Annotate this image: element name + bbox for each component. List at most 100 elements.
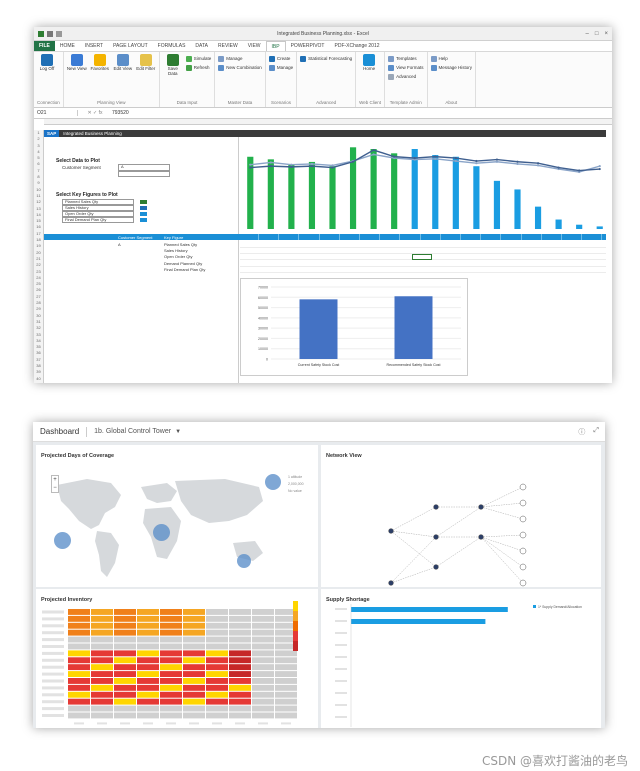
- page-selector[interactable]: 1b. Global Control Tower: [94, 428, 172, 435]
- row-number[interactable]: 40: [36, 375, 41, 381]
- maximize-icon[interactable]: □: [594, 30, 599, 37]
- save-data-button[interactable]: Save Data: [163, 54, 183, 77]
- row-number[interactable]: 15: [36, 218, 41, 224]
- row-number[interactable]: 32: [36, 325, 41, 331]
- ribbon-tab-data[interactable]: DATA: [195, 43, 209, 49]
- row-number[interactable]: 37: [36, 356, 41, 362]
- ribbon-tab-powerpivot[interactable]: POWERPIVOT: [290, 43, 325, 49]
- help-button[interactable]: Help: [430, 54, 473, 63]
- coverage-bubble-na[interactable]: [54, 532, 71, 549]
- row-number[interactable]: 3: [37, 142, 40, 148]
- row-number[interactable]: 12: [36, 199, 41, 205]
- ribbon-tab-ibp[interactable]: IBP: [265, 41, 286, 51]
- templates-button[interactable]: Templates: [388, 54, 423, 63]
- coverage-tile[interactable]: Projected Days of Coverage + − 1 altitude…: [36, 445, 318, 587]
- home-button[interactable]: Home: [359, 54, 379, 72]
- row-number[interactable]: 4: [37, 148, 40, 154]
- coverage-bubble-eu[interactable]: [153, 524, 170, 541]
- ribbon-tab-formulas[interactable]: FORMULAS: [157, 43, 186, 49]
- row-number[interactable]: 2: [37, 136, 40, 142]
- row-number[interactable]: 21: [36, 255, 41, 261]
- manage-button[interactable]: Manage: [218, 54, 262, 63]
- new-combination-button[interactable]: New Combination: [218, 63, 262, 72]
- new-view-button[interactable]: New View: [67, 54, 87, 72]
- row-number[interactable]: 18: [36, 237, 41, 243]
- worksheet[interactable]: SAP Integrated Business Planning Select …: [44, 130, 606, 383]
- shortage-tile[interactable]: Supply Shortage 1* Supply Demand/Allocat…: [321, 589, 601, 728]
- row-number[interactable]: 27: [36, 293, 41, 299]
- row-number[interactable]: 25: [36, 281, 41, 287]
- save-icon[interactable]: [47, 30, 53, 37]
- fullscreen-icon[interactable]: ⤢: [593, 426, 599, 434]
- ribbon-tab-home[interactable]: HOME: [59, 43, 75, 49]
- row-number[interactable]: 5: [37, 155, 40, 161]
- row-number[interactable]: 14: [36, 211, 41, 217]
- row-number[interactable]: 23: [36, 268, 41, 274]
- row-number[interactable]: 11: [36, 192, 41, 198]
- ribbon-tab-insert[interactable]: INSERT: [84, 43, 104, 49]
- key-figure-select[interactable]: Final Demand Plan Qty: [62, 217, 134, 223]
- message-history-button[interactable]: Message History: [430, 63, 472, 72]
- row-number[interactable]: 31: [36, 318, 41, 324]
- coverage-bubble-asia[interactable]: [237, 554, 251, 568]
- row-number[interactable]: 30: [36, 312, 41, 318]
- row-number[interactable]: 34: [36, 337, 41, 343]
- row-number[interactable]: 19: [36, 243, 41, 249]
- info-icon[interactable]: ⓘ: [578, 428, 586, 436]
- chevron-down-icon[interactable]: ▼: [175, 428, 182, 435]
- ribbon-tab-view[interactable]: VIEW: [247, 43, 261, 49]
- inventory-heatmap[interactable]: [36, 589, 318, 728]
- simulate-button[interactable]: Simulate: [185, 54, 211, 63]
- row-number[interactable]: 16: [36, 224, 41, 230]
- row-number[interactable]: 26: [36, 287, 41, 293]
- zoom-out-icon[interactable]: −: [53, 485, 57, 491]
- edit-view-button[interactable]: Edit View: [113, 54, 133, 72]
- ribbon-tab-page-layout[interactable]: PAGE LAYOUT: [113, 43, 148, 49]
- row-number[interactable]: 8: [37, 174, 40, 180]
- minimize-icon[interactable]: –: [585, 30, 589, 37]
- view-formats-button[interactable]: View Formats: [388, 63, 424, 72]
- manage-button[interactable]: Manage: [268, 63, 293, 72]
- row-number[interactable]: 7: [37, 167, 40, 173]
- close-icon[interactable]: ×: [604, 30, 608, 37]
- row-number[interactable]: 22: [36, 262, 41, 268]
- zoom-in-icon[interactable]: +: [53, 477, 57, 483]
- network-graph[interactable]: [321, 445, 601, 587]
- undo-icon[interactable]: [56, 30, 62, 37]
- network-tile[interactable]: Network View: [321, 445, 601, 587]
- row-number[interactable]: 1: [37, 130, 40, 135]
- row-number[interactable]: 38: [36, 362, 41, 368]
- customer-segment-select[interactable]: A: [118, 164, 170, 171]
- selected-cell[interactable]: [412, 254, 432, 260]
- row-number[interactable]: 13: [36, 205, 41, 211]
- key-figure-select[interactable]: Open Order Qty: [62, 211, 134, 217]
- log-off-button[interactable]: Log Off: [37, 54, 57, 72]
- statistical-forecasting-button[interactable]: Statistical Forecasting: [300, 54, 352, 63]
- row-number[interactable]: 20: [36, 249, 41, 255]
- refresh-button[interactable]: Refresh: [185, 63, 212, 72]
- ribbon-tab-review[interactable]: REVIEW: [218, 43, 238, 49]
- row-number[interactable]: 24: [36, 274, 41, 280]
- row-number[interactable]: 6: [37, 161, 40, 167]
- customer-segment-select-2[interactable]: [118, 171, 170, 177]
- window-controls[interactable]: – □ ×: [586, 31, 608, 37]
- name-box[interactable]: O21: [34, 110, 78, 116]
- inventory-tile[interactable]: Projected Inventory: [36, 589, 318, 728]
- ribbon-tab-pdf-xchange-2012[interactable]: PDF-XChange 2012: [334, 43, 380, 49]
- advanced-button[interactable]: Advanced: [388, 72, 423, 81]
- row-number[interactable]: 36: [36, 350, 41, 356]
- zoom-controls[interactable]: + −: [51, 475, 59, 493]
- quick-access-toolbar[interactable]: [38, 30, 62, 37]
- row-number[interactable]: 17: [36, 230, 41, 236]
- row-number[interactable]: 35: [36, 344, 41, 350]
- row-number[interactable]: 39: [36, 369, 41, 375]
- row-number[interactable]: 33: [36, 331, 41, 337]
- formula-input[interactable]: 793520: [112, 110, 129, 116]
- edit-filter-button[interactable]: Edit Filter: [136, 54, 156, 72]
- favorites-button[interactable]: Favorites: [90, 54, 110, 72]
- row-number[interactable]: 28: [36, 300, 41, 306]
- key-figure-select[interactable]: Sales History: [62, 205, 134, 211]
- row-number[interactable]: 9: [37, 180, 40, 186]
- key-figure-select[interactable]: Planned Sales Qty: [62, 199, 134, 205]
